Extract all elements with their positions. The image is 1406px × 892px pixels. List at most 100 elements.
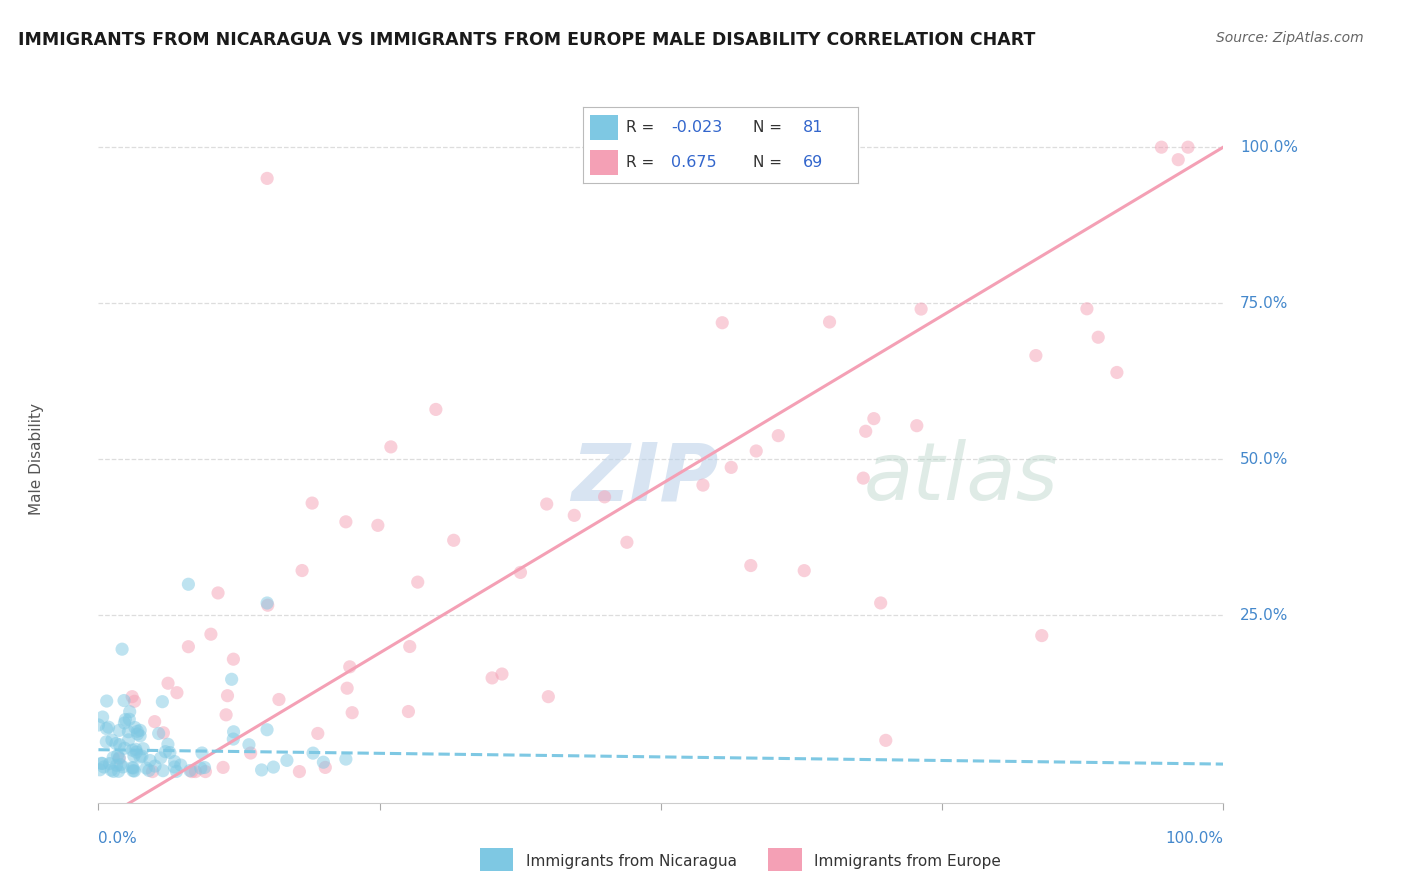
Text: 75.0%: 75.0%	[1240, 296, 1288, 310]
Text: 100.0%: 100.0%	[1166, 831, 1223, 846]
Point	[875, 733, 897, 747]
Point	[262, 760, 284, 774]
Point	[96, 735, 118, 749]
Point	[105, 737, 128, 751]
Point	[177, 640, 200, 654]
Point	[110, 757, 132, 772]
Point	[256, 598, 278, 612]
Point	[114, 716, 136, 731]
Point	[288, 764, 311, 779]
Point	[852, 471, 875, 485]
Point	[1076, 301, 1098, 316]
Point	[491, 667, 513, 681]
Point	[215, 707, 238, 722]
Point	[593, 490, 616, 504]
Point	[91, 756, 114, 771]
Point	[163, 755, 186, 769]
Point	[217, 689, 239, 703]
Text: IMMIGRANTS FROM NICARAGUA VS IMMIGRANTS FROM EUROPE MALE DISABILITY CORRELATION : IMMIGRANTS FROM NICARAGUA VS IMMIGRANTS …	[18, 31, 1036, 49]
Text: ZIP: ZIP	[571, 439, 718, 517]
Point	[509, 566, 531, 580]
Point	[129, 723, 152, 738]
Point	[425, 402, 447, 417]
Point	[100, 763, 122, 777]
Point	[301, 496, 323, 510]
Point	[221, 673, 243, 687]
Text: N =: N =	[754, 120, 783, 135]
Point	[863, 411, 886, 425]
Point	[207, 586, 229, 600]
Point	[720, 460, 742, 475]
Point	[121, 743, 143, 757]
Point	[340, 706, 363, 720]
Point	[155, 745, 177, 759]
Text: 81: 81	[803, 120, 824, 135]
Point	[314, 760, 336, 774]
Point	[335, 515, 357, 529]
Point	[222, 652, 245, 666]
Point	[156, 737, 179, 751]
Point	[125, 745, 148, 759]
Point	[166, 686, 188, 700]
Point	[148, 726, 170, 740]
Point	[107, 748, 129, 763]
Point	[180, 764, 202, 779]
Point	[768, 428, 790, 442]
Point	[336, 681, 359, 696]
Text: 0.675: 0.675	[671, 155, 717, 170]
Point	[170, 758, 193, 772]
Text: 0.0%: 0.0%	[98, 831, 138, 846]
Point	[256, 596, 278, 610]
Point	[143, 759, 166, 773]
Point	[124, 694, 146, 708]
Point	[193, 760, 215, 774]
Point	[335, 752, 357, 766]
Point	[124, 721, 146, 735]
Text: atlas: atlas	[863, 439, 1059, 517]
Point	[132, 741, 155, 756]
Point	[537, 690, 560, 704]
Point	[179, 764, 201, 778]
Point	[745, 444, 768, 458]
Point	[406, 575, 429, 590]
Point	[90, 756, 112, 771]
Point	[238, 738, 260, 752]
Point	[108, 723, 131, 738]
Point	[250, 763, 273, 777]
Point	[443, 533, 465, 548]
Bar	[591, 150, 617, 175]
Point	[149, 751, 172, 765]
Point	[276, 753, 298, 767]
Point	[138, 764, 160, 778]
Text: -0.023: -0.023	[671, 120, 723, 135]
Point	[96, 722, 118, 736]
Point	[87, 718, 110, 732]
Point	[818, 315, 841, 329]
Point	[122, 761, 145, 775]
Point	[367, 518, 389, 533]
Point	[184, 764, 207, 779]
Point	[312, 755, 335, 769]
Point	[127, 724, 149, 739]
Point	[97, 720, 120, 734]
Point	[177, 577, 200, 591]
Point	[398, 640, 420, 654]
Text: 25.0%: 25.0%	[1240, 608, 1288, 623]
Point	[111, 760, 134, 774]
Point	[307, 726, 329, 740]
Point	[239, 746, 262, 760]
Point	[1025, 349, 1047, 363]
Point	[163, 760, 186, 774]
Point	[222, 732, 245, 747]
Point	[122, 764, 145, 778]
Point	[740, 558, 762, 573]
Point	[131, 749, 153, 764]
Point	[108, 751, 131, 765]
Bar	[479, 848, 513, 871]
Point	[114, 713, 136, 727]
Point	[616, 535, 638, 549]
Text: Immigrants from Nicaragua: Immigrants from Nicaragua	[526, 855, 737, 869]
Point	[111, 642, 134, 657]
Text: N =: N =	[754, 155, 783, 170]
Point	[141, 764, 163, 779]
